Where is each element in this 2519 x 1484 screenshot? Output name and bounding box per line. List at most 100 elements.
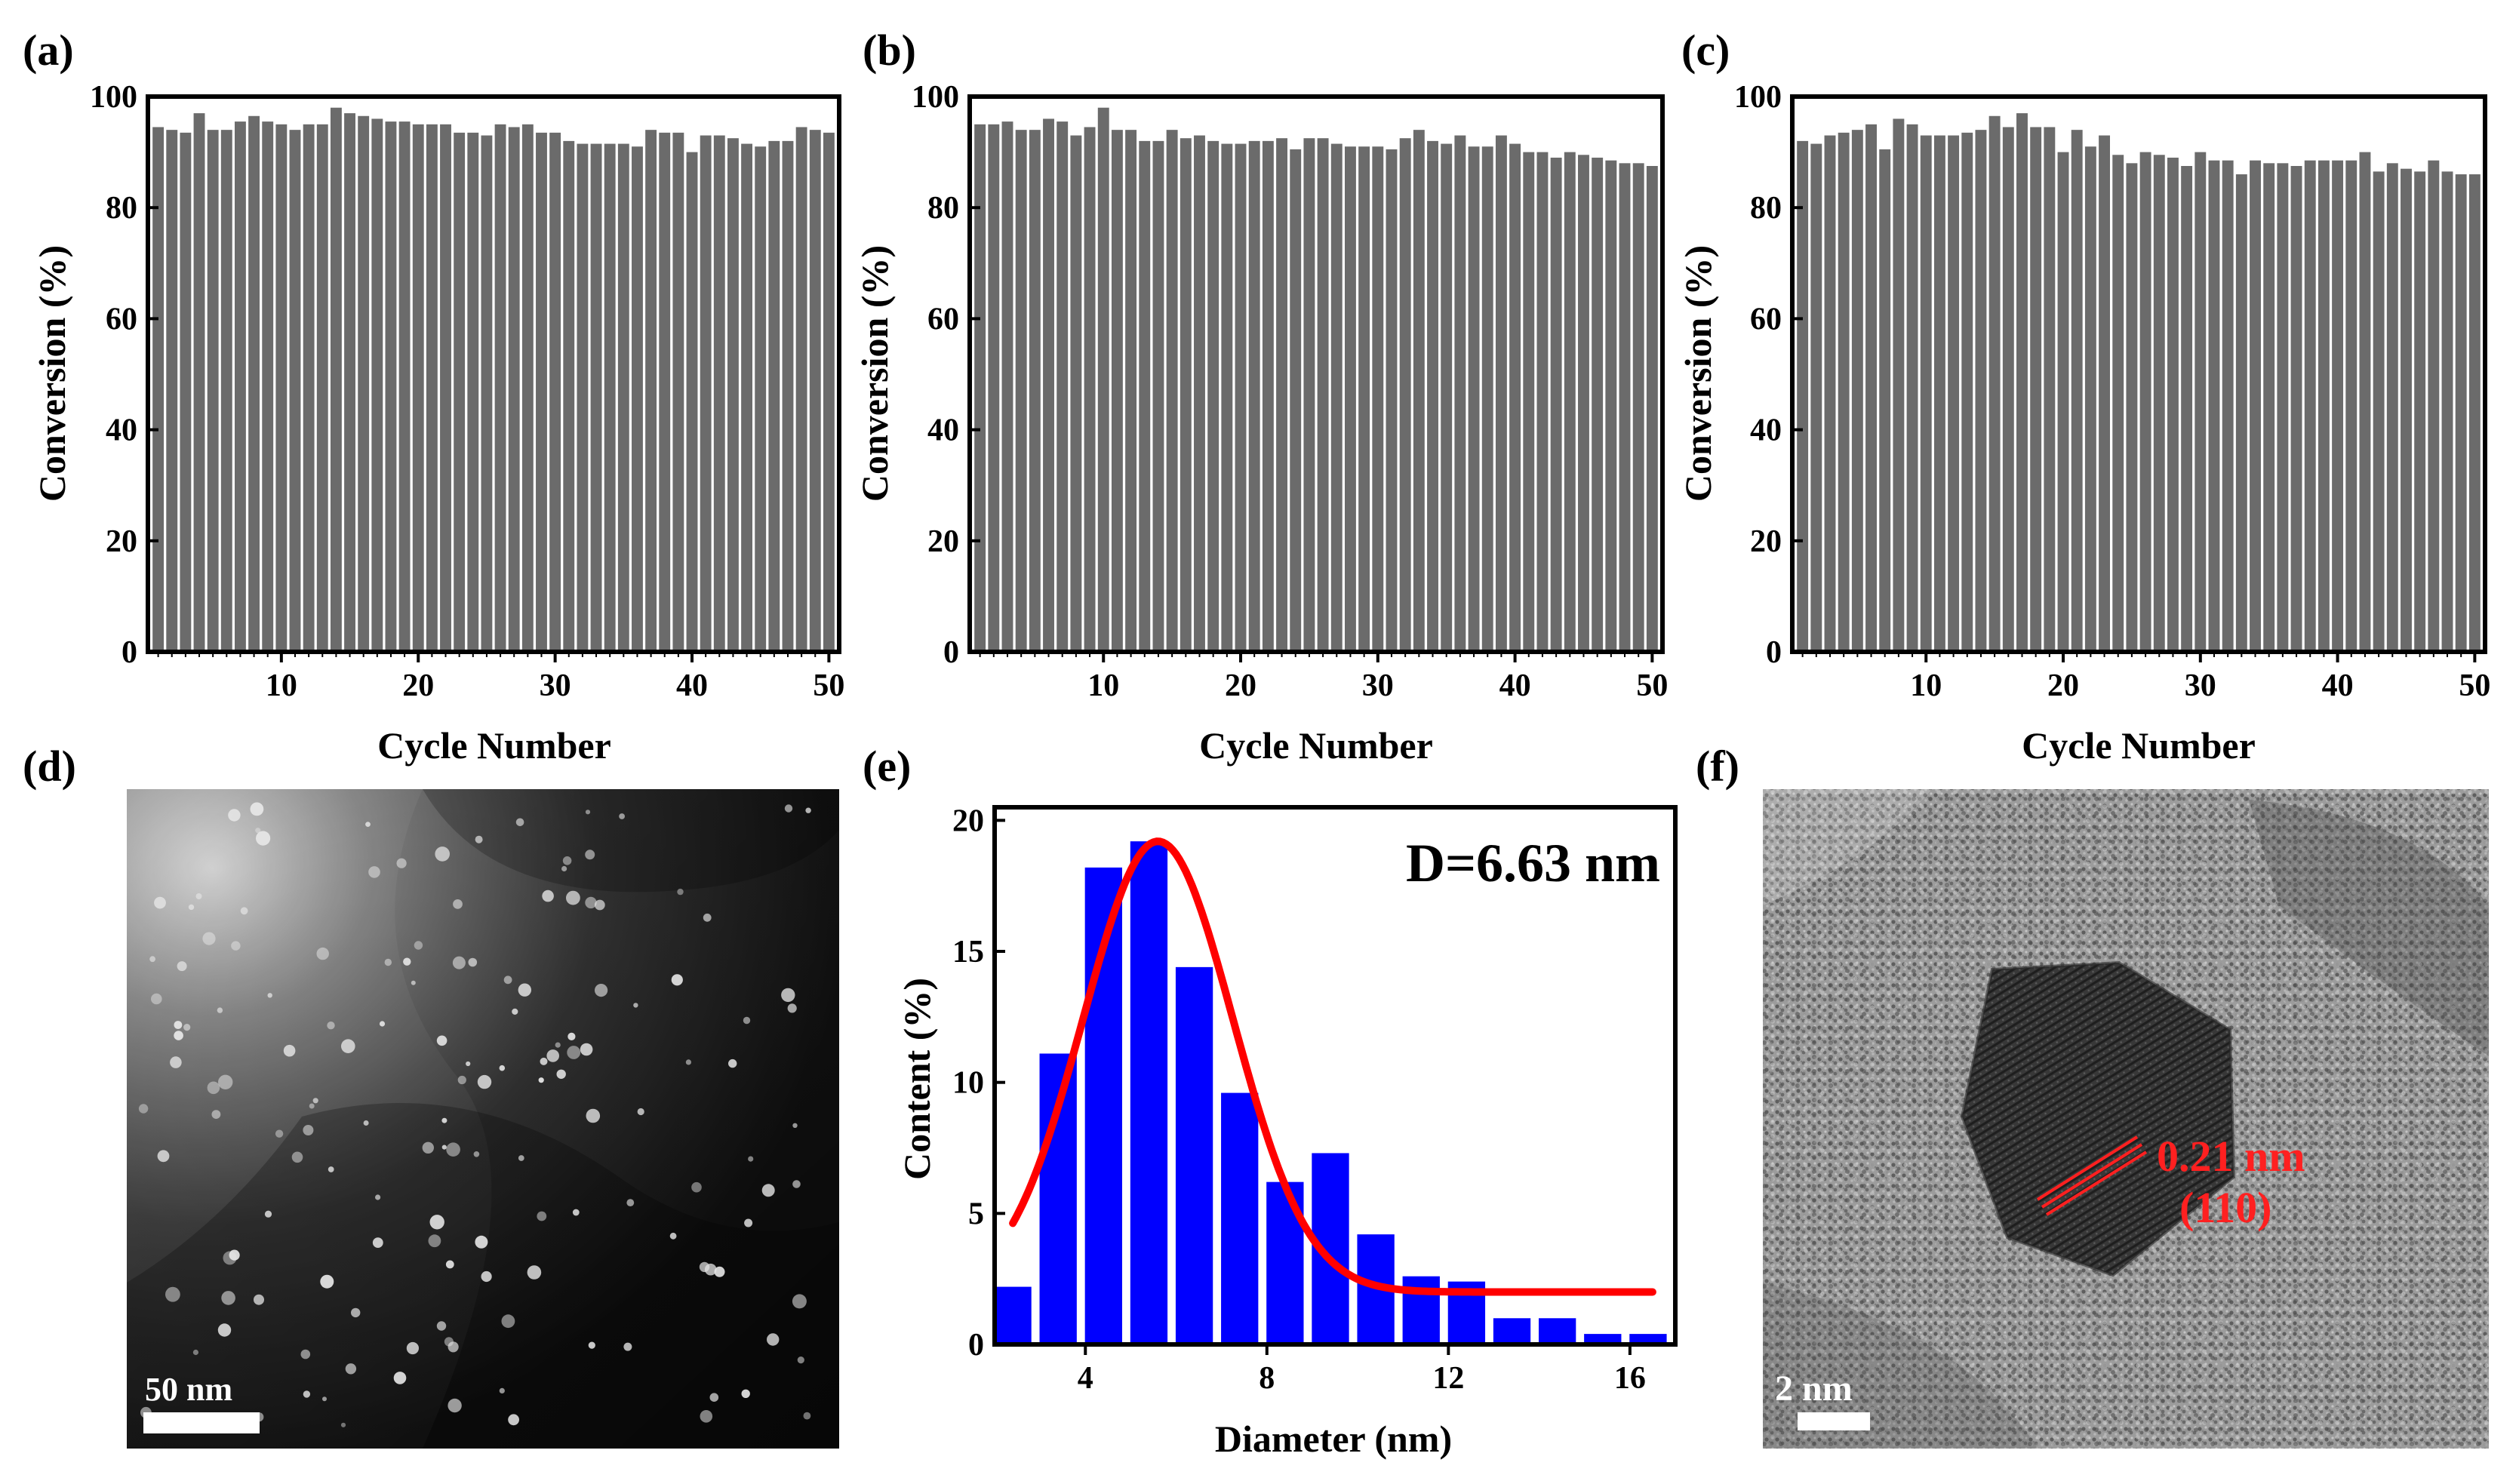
bar-c-cycle-20 [2057, 152, 2069, 653]
xtick-label-b-10: 10 [1087, 668, 1119, 703]
hist-bar-16.4 [1629, 1334, 1667, 1344]
nanoparticle [221, 1291, 235, 1305]
bar-b-cycle-42 [1536, 152, 1549, 653]
ytick-label-a-40: 40 [106, 413, 137, 448]
yaxis-title-c: Conversion (%) [1677, 245, 1719, 502]
bar-a-cycle-50 [823, 132, 835, 653]
bar-b-cycle-8 [1070, 135, 1082, 652]
bar-b-cycle-39 [1495, 135, 1507, 652]
bar-b-cycle-20 [1235, 143, 1247, 652]
nanoparticle [475, 1235, 488, 1249]
xtick-label-b-40: 40 [1499, 668, 1531, 703]
bar-b-cycle-40 [1509, 143, 1521, 652]
bar-a-cycle-47 [782, 140, 794, 652]
bar-b-cycle-22 [1262, 140, 1274, 652]
nanoparticle [264, 1210, 272, 1218]
bar-a-cycle-48 [795, 127, 807, 653]
bar-a-cycle-2 [166, 130, 178, 652]
bar-b-cycle-45 [1578, 155, 1589, 652]
bar-a-cycle-43 [727, 138, 739, 652]
nanoparticle [761, 1184, 775, 1197]
xtick-label-e-4: 4 [1078, 1361, 1093, 1396]
bar-a-cycle-37 [645, 130, 657, 652]
size-histogram-e: 0 5 10 15 20 4 8 12 16 D=6.63 nm Diameter (nm) C… [896, 803, 1678, 1460]
nanoparticle [436, 1035, 448, 1046]
nanoparticle [403, 957, 411, 966]
nanoparticle [149, 956, 156, 963]
bar-b-cycle-24 [1290, 149, 1302, 653]
lattice-plane-label: (110) [2179, 1183, 2271, 1232]
nanoparticle [345, 1363, 357, 1375]
bar-b-cycle-1 [974, 124, 986, 653]
bar-c-cycle-36 [2277, 163, 2289, 652]
ytick-label-c-100: 100 [1734, 80, 1782, 115]
bar-c-cycle-13 [1961, 132, 1973, 653]
nanoparticle [619, 813, 625, 819]
nanoparticle [704, 1263, 717, 1276]
bar-b-cycle-26 [1317, 138, 1329, 652]
scale-bar-f [1798, 1412, 1870, 1430]
bar-c-cycle-29 [2181, 166, 2193, 652]
bar-a-cycle-23 [454, 132, 466, 653]
bar-b-cycle-4 [1015, 130, 1027, 652]
bar-b-cycle-13 [1139, 140, 1151, 652]
ytick-label-e-20: 20 [952, 803, 984, 838]
gaussian-fit-curve [1009, 837, 1656, 1296]
ytick-label-c-20: 20 [1750, 524, 1782, 559]
nanoparticle [473, 1151, 480, 1157]
bars-e [994, 841, 1667, 1344]
axes-a: 0 20 40 60 80 100 10 20 30 40 50 [90, 80, 844, 703]
nanoparticle [453, 899, 463, 909]
bar-c-cycle-47 [2428, 160, 2440, 652]
bar-c-cycle-37 [2290, 166, 2302, 652]
hist-bar-11.4 [1402, 1276, 1440, 1344]
panel-label-f: (f) [1696, 742, 1739, 791]
bar-b-cycle-25 [1303, 138, 1315, 652]
nanoparticle [165, 1286, 180, 1302]
ytick-label-b-80: 80 [927, 191, 959, 226]
nanoparticle [188, 904, 195, 911]
xtick-label-a-20: 20 [402, 668, 434, 703]
nanoparticle [341, 1039, 355, 1053]
nanoparticle [499, 1387, 505, 1393]
bar-a-cycle-25 [481, 135, 493, 652]
bar-c-cycle-4 [1838, 132, 1850, 653]
bar-a-cycle-28 [521, 124, 534, 653]
bar-c-cycle-26 [2139, 152, 2151, 653]
nanoparticle [255, 828, 261, 834]
nanoparticle [435, 846, 450, 862]
nanoparticle [250, 802, 264, 816]
bar-b-cycle-9 [1084, 127, 1096, 653]
bar-c-cycle-3 [1824, 135, 1836, 652]
bars-c [1797, 113, 2481, 653]
bar-a-cycle-31 [563, 140, 575, 652]
bar-b-cycle-11 [1111, 130, 1123, 652]
bar-a-cycle-34 [604, 143, 616, 652]
bar-a-cycle-12 [303, 124, 315, 653]
hist-bar-13.4 [1493, 1318, 1531, 1344]
plot-frame-a [146, 94, 841, 654]
hrtem-image-f: 0.21 nm (110) 2 nm [1763, 789, 2489, 1449]
panel-label-a: (a) [23, 26, 74, 75]
nanoparticle [406, 1341, 420, 1355]
plot-frame-c [1790, 94, 2487, 654]
nanoparticle [748, 1156, 754, 1162]
bar-c-cycle-41 [2345, 160, 2358, 652]
nanoparticle [320, 1274, 334, 1289]
bar-a-cycle-22 [440, 124, 451, 653]
nanoparticle [594, 899, 605, 911]
bar-c-cycle-31 [2208, 160, 2220, 652]
nanoparticle [508, 1414, 519, 1426]
nanoparticle [805, 807, 811, 813]
nanoparticle [566, 890, 580, 905]
nanoparticle [561, 865, 567, 872]
nanoparticle [267, 993, 272, 998]
nanoparticle [623, 1342, 632, 1351]
nanoparticle [445, 1260, 454, 1269]
nanoparticle [379, 1021, 386, 1027]
nanoparticle [231, 941, 241, 951]
ytick-label-e-15: 15 [952, 935, 984, 969]
bar-a-cycle-49 [809, 130, 821, 652]
nanoparticle [256, 831, 271, 846]
bar-b-cycle-41 [1523, 152, 1535, 653]
